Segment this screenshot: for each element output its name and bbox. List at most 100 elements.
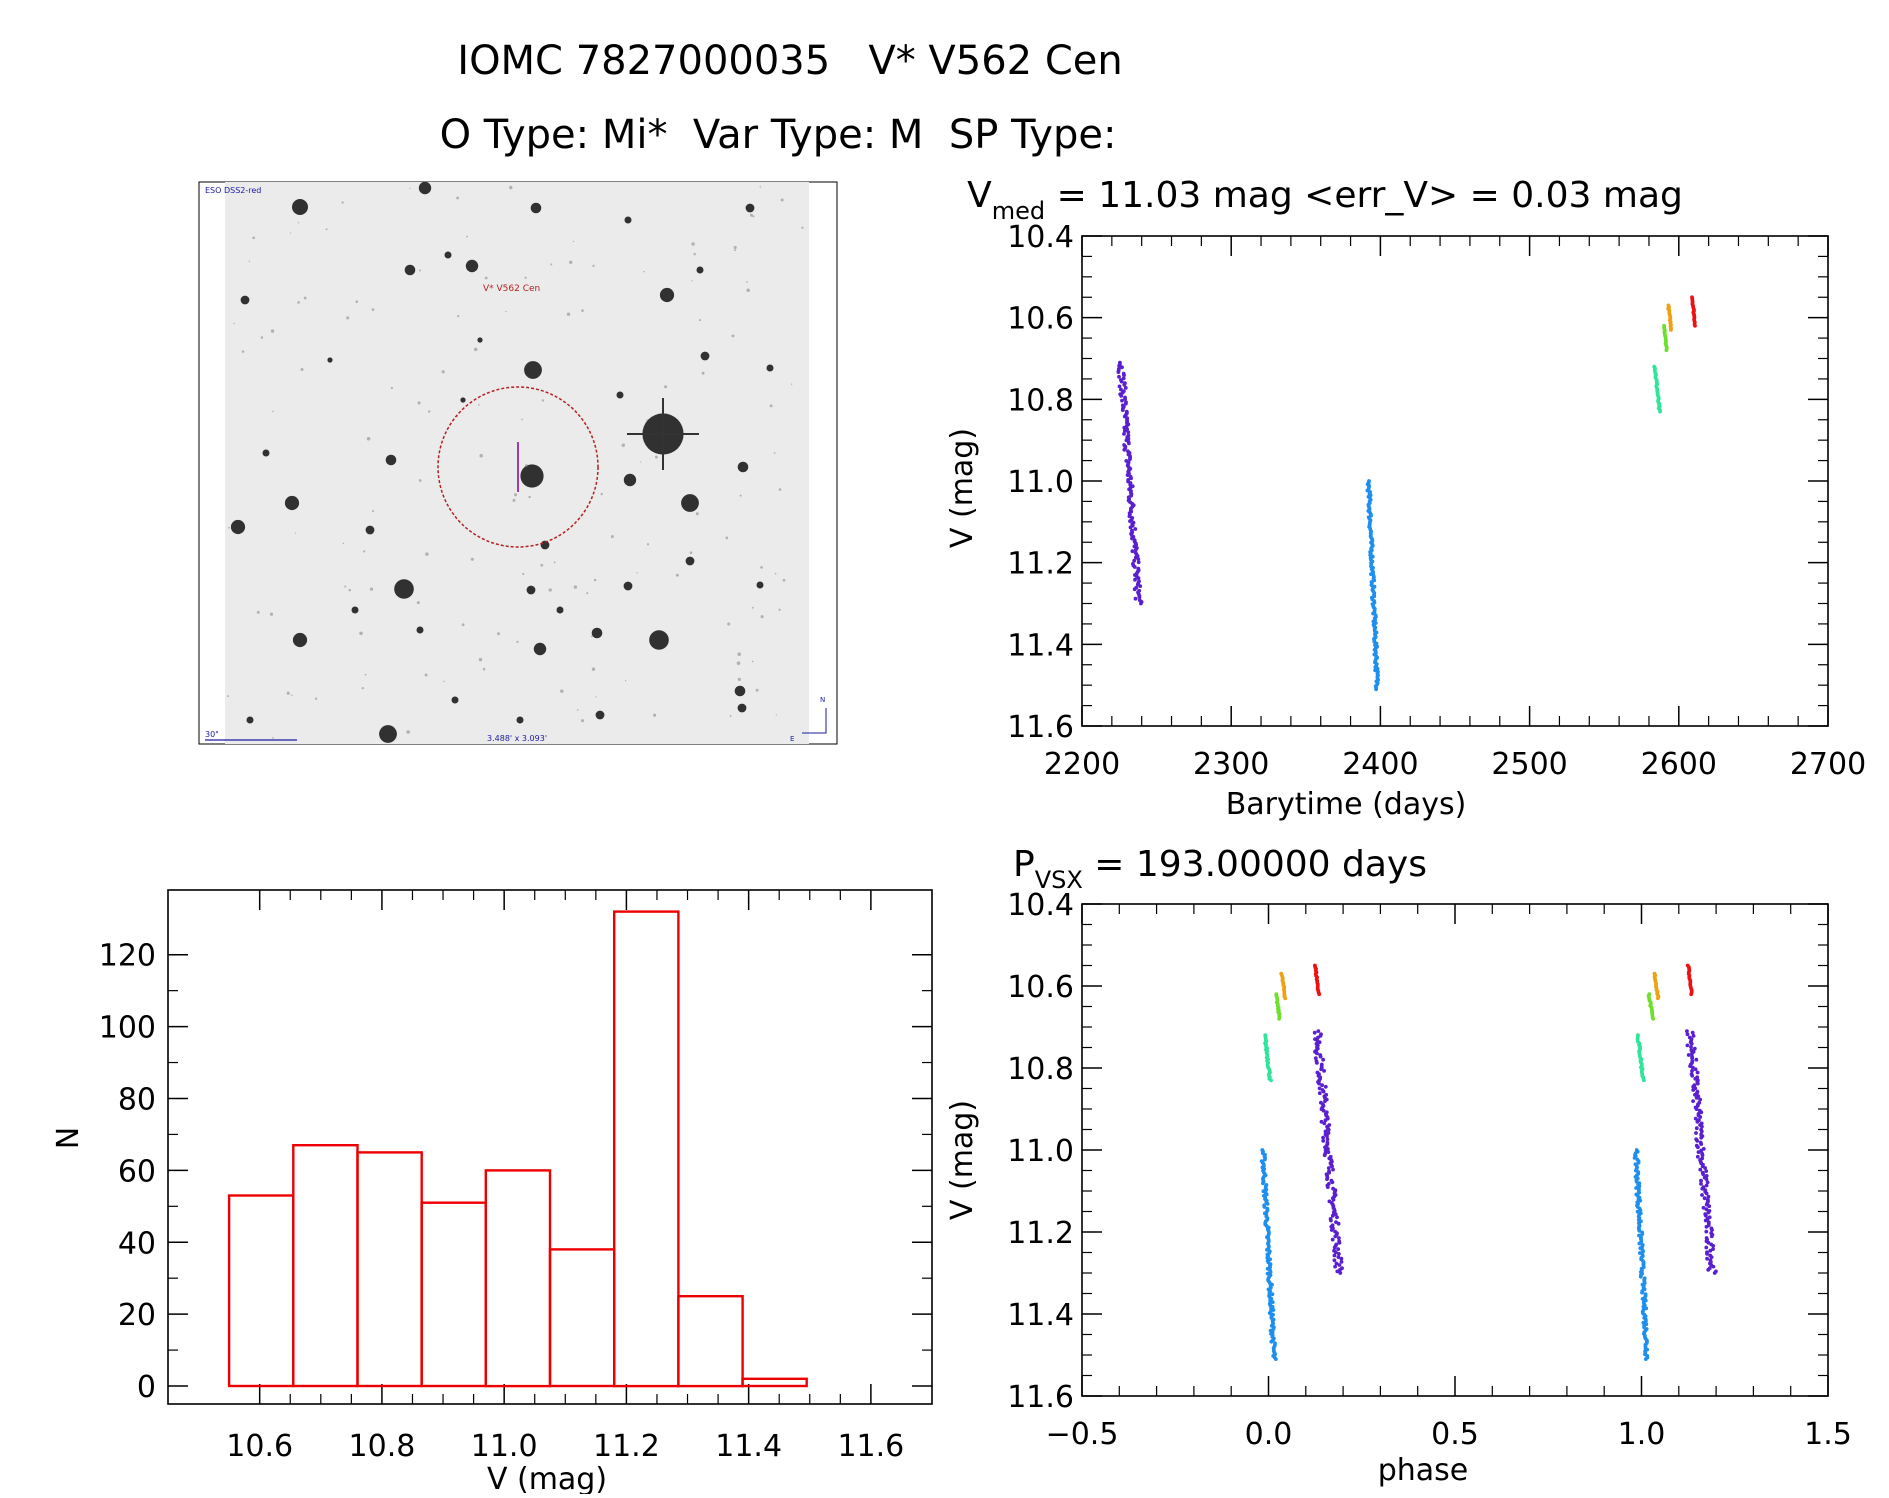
phased-point-season1 — [1693, 1067, 1698, 1072]
finder-faint-star — [643, 270, 645, 273]
lightcurve-point-season1 — [1119, 379, 1124, 384]
phased-point-season1 — [1691, 1099, 1695, 1103]
finder-star — [365, 525, 375, 535]
phased-point-season1 — [1335, 1269, 1340, 1274]
phased-point-season3d — [1317, 992, 1322, 997]
finder-faint-star — [733, 245, 737, 250]
finder-faint-star — [573, 585, 578, 589]
phased-point-season1 — [1336, 1247, 1341, 1251]
lightcurve-xlabel: Barytime (days) — [1226, 787, 1467, 822]
phased-point-season2 — [1636, 1160, 1641, 1165]
finder-faint-star — [581, 309, 584, 312]
lightcurve-point-season1 — [1138, 584, 1143, 588]
finder-faint-star — [760, 566, 763, 569]
lightcurve-point-season1 — [1119, 387, 1123, 392]
phased-ytick-label: 10.6 — [1007, 970, 1074, 1005]
phased-point-season3a — [1269, 1078, 1273, 1083]
lightcurve-point-season1 — [1122, 382, 1127, 387]
phased-point-season1 — [1320, 1083, 1324, 1088]
finder-stars — [227, 181, 804, 743]
histogram-bar — [548, 1248, 616, 1388]
phased-point-season1 — [1333, 1250, 1338, 1255]
phased-point-season1 — [1323, 1118, 1328, 1123]
lightcurve-point-season1 — [1133, 577, 1137, 582]
phased-point-season1 — [1705, 1256, 1709, 1261]
finder-faint-star — [751, 660, 754, 663]
finder-star — [556, 606, 564, 614]
phased-point-season1 — [1691, 1034, 1696, 1038]
finder-star — [416, 626, 424, 634]
phased-point-season1 — [1704, 1207, 1709, 1212]
finder-faint-star — [478, 404, 480, 406]
histogram-bar — [613, 910, 680, 1388]
lightcurve-point-season2 — [1373, 668, 1377, 673]
phased-title-sub: VSX — [1035, 866, 1083, 894]
histogram-ytick-label: 40 — [118, 1226, 156, 1261]
lightcurve-ytick-label: 11.6 — [1007, 710, 1074, 745]
histogram-bar — [420, 1201, 488, 1388]
lightcurve-point-season1 — [1129, 476, 1133, 481]
finder-star — [649, 630, 669, 650]
phased-point-season1 — [1704, 1191, 1709, 1196]
phased-point-season1 — [1695, 1154, 1700, 1159]
histogram-bar — [484, 1169, 552, 1388]
phased-point-season1 — [1704, 1183, 1709, 1188]
finder-faint-star — [752, 215, 755, 218]
lightcurve-point-season1 — [1126, 430, 1131, 435]
lightcurve-point-season1 — [1133, 527, 1138, 531]
phased-point-season1 — [1318, 1054, 1323, 1059]
phased-point-season1 — [1695, 1119, 1700, 1124]
finder-faint-star — [691, 242, 695, 246]
lightcurve-ylabel: V (mag) — [945, 428, 980, 548]
histogram-xtick-label: 10.6 — [226, 1429, 293, 1464]
lightcurve-point-season1 — [1120, 398, 1124, 403]
histogram-xtick-label: 11.6 — [837, 1429, 904, 1464]
finder-faint-star — [593, 578, 597, 582]
histogram-ytick-label: 20 — [118, 1298, 156, 1333]
phased-point-season1 — [1321, 1108, 1326, 1113]
finder-faint-star — [746, 288, 750, 292]
phased-point-season1 — [1337, 1263, 1342, 1267]
finder-faint-star — [580, 719, 585, 723]
finder-faint-star — [361, 687, 364, 690]
finder-faint-star — [774, 572, 777, 575]
finder-star — [700, 351, 710, 361]
phased-point-season1 — [1695, 1070, 1700, 1075]
phased-point-season1 — [1710, 1228, 1714, 1232]
finder-faint-star — [372, 510, 375, 513]
finder-star — [616, 391, 624, 399]
phased-point-season1 — [1315, 1061, 1319, 1065]
finder-star — [246, 716, 254, 724]
phased-xtick-label: 0.0 — [1245, 1417, 1293, 1452]
lightcurve-point-season3d — [1693, 323, 1697, 328]
lightcurve-ytick-label: 10.8 — [1007, 383, 1074, 418]
lightcurve-point-season1 — [1116, 370, 1121, 374]
lightcurve-point-season2 — [1374, 687, 1378, 692]
phased-point-season1 — [1313, 1056, 1318, 1061]
phased-point-season1 — [1337, 1236, 1341, 1240]
phased-point-season1 — [1325, 1177, 1329, 1181]
phased-point-season1 — [1711, 1244, 1716, 1248]
finder-star — [516, 716, 524, 724]
finder-faint-star — [286, 691, 290, 695]
phased-point-season1 — [1694, 1096, 1699, 1100]
finder-star — [292, 199, 308, 215]
finder-faint-star — [566, 312, 571, 316]
finder-faint-star — [484, 276, 488, 280]
finder-faint-star — [364, 673, 367, 676]
lightcurve-xtick-label: 2500 — [1491, 747, 1567, 782]
finder-faint-star — [636, 572, 638, 574]
phased-point-season1 — [1321, 1139, 1326, 1143]
phased-point-season1 — [1321, 1057, 1325, 1062]
phased-point-season2 — [1271, 1327, 1276, 1331]
histogram-xtick-label: 11.4 — [715, 1429, 782, 1464]
phased-point-season1 — [1699, 1110, 1704, 1115]
finder-star — [756, 581, 764, 589]
phased-point-season2 — [1265, 1247, 1269, 1252]
phased-point-season1 — [1685, 1043, 1690, 1048]
phased-point-season1 — [1322, 1121, 1327, 1126]
phased-point-season2 — [1641, 1249, 1645, 1254]
finder-faint-star — [369, 587, 374, 591]
finder-star — [240, 295, 250, 305]
phased-point-season2 — [1263, 1157, 1267, 1162]
